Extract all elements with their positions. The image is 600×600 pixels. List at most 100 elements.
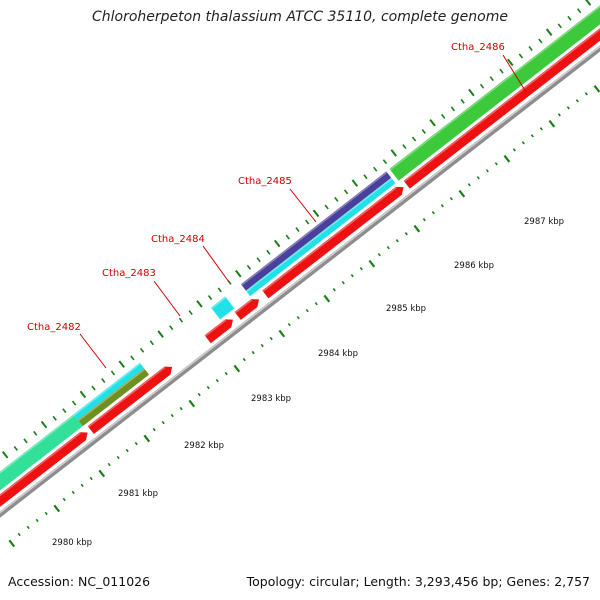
feature-track-cyan-3-shine (246, 177, 393, 292)
feature-track-olive (77, 368, 150, 427)
outer-tick (266, 249, 271, 255)
outer-tick (479, 83, 485, 89)
outer-tick (33, 430, 38, 436)
feature-track-cyan-2-shine (211, 296, 227, 309)
scale-tick (98, 469, 106, 478)
outer-tick (246, 264, 252, 270)
outer-tick (528, 46, 533, 51)
scale-tick (494, 162, 498, 166)
outer-tick (518, 53, 524, 59)
scale-tick (512, 148, 516, 152)
feature-track-green-shine (389, 5, 600, 171)
scale-tick (395, 239, 399, 243)
scale-tick (521, 141, 525, 145)
outer-tick (273, 239, 281, 248)
scale-tick (8, 539, 16, 548)
gene-leader-line (153, 280, 181, 317)
outer-tick (390, 149, 397, 157)
outer-tick (468, 88, 475, 97)
outer-tick (118, 360, 125, 369)
scale-tick (476, 176, 480, 180)
outer-tick (79, 390, 87, 399)
outer-tick (324, 204, 329, 210)
outer-tick (489, 76, 494, 82)
scale-tick (125, 448, 129, 453)
scale-tick (386, 246, 390, 250)
scale-tick (431, 211, 435, 215)
outer-tick (507, 58, 514, 67)
outer-tick (110, 370, 116, 376)
outer-tick (373, 166, 378, 172)
scale-tick (503, 154, 511, 163)
scale-tick (422, 218, 426, 222)
outer-tick (13, 445, 18, 451)
outer-tick (139, 347, 145, 353)
scale-tick (71, 490, 75, 495)
genome-backbone (0, 45, 600, 518)
outer-tick (411, 136, 417, 142)
scale-tick (44, 511, 48, 516)
position-label: 2984 kbp (318, 349, 358, 359)
scale-tick (80, 483, 84, 488)
outer-tick (577, 8, 582, 14)
scale-tick (332, 287, 336, 292)
scale-tick (278, 329, 286, 338)
scale-tick (224, 371, 228, 376)
outer-tick (149, 340, 154, 346)
scale-tick (557, 113, 561, 117)
scale-tick (260, 343, 264, 348)
scale-tick (179, 406, 183, 411)
gene-leader-line (502, 54, 527, 93)
scale-tick (548, 119, 556, 128)
scale-tick (17, 532, 21, 537)
scale-tick (377, 253, 381, 257)
scale-tick (170, 413, 174, 418)
outer-tick (130, 355, 135, 361)
feature-track-indigo-shine (241, 171, 388, 286)
position-label: 2987 kbp (524, 217, 564, 227)
scale-tick (206, 385, 210, 390)
outer-tick (101, 378, 106, 383)
scale-tick (359, 266, 363, 271)
scale-tick (152, 427, 156, 432)
scale-tick (593, 84, 600, 93)
outer-tick (460, 98, 465, 104)
outer-tick (402, 144, 407, 150)
scale-tick (89, 476, 93, 481)
outer-tick (23, 438, 28, 444)
scale-tick (530, 134, 534, 138)
scale-tick (269, 336, 273, 341)
outer-tick (178, 317, 184, 323)
feature-track-cyan-1 (73, 362, 145, 420)
outer-tick (295, 227, 300, 233)
outer-tick (285, 234, 290, 240)
scale-tick (458, 189, 466, 198)
scale-tick (35, 518, 39, 523)
cds-segment-5 (262, 186, 404, 299)
outer-tick (343, 189, 349, 195)
scale-tick (485, 169, 489, 173)
scale-tick (440, 204, 444, 208)
feature-track-cyan-3 (245, 177, 396, 297)
scale-tick (197, 392, 201, 397)
scale-tick (161, 420, 165, 425)
feature-track-olive-shine (78, 368, 146, 422)
scale-tick (449, 197, 453, 201)
scale-tick (26, 525, 30, 530)
scale-tick (134, 441, 138, 446)
scale-tick (116, 455, 120, 460)
scale-tick (413, 224, 421, 233)
outer-tick (334, 196, 339, 202)
map-title: Chloroherpeton thalassium ATCC 35110, co… (92, 9, 508, 25)
gene-label: Ctha_2485 (238, 176, 292, 187)
scale-tick (242, 357, 246, 362)
scale-tick (107, 462, 111, 467)
outer-tick (169, 325, 174, 331)
scale-tick (233, 364, 241, 373)
outer-tick (40, 420, 48, 429)
cds-segment-1 (0, 432, 88, 507)
scale-tick (566, 106, 570, 110)
gene-label: Ctha_2486 (451, 42, 505, 53)
outer-tick (557, 23, 562, 29)
